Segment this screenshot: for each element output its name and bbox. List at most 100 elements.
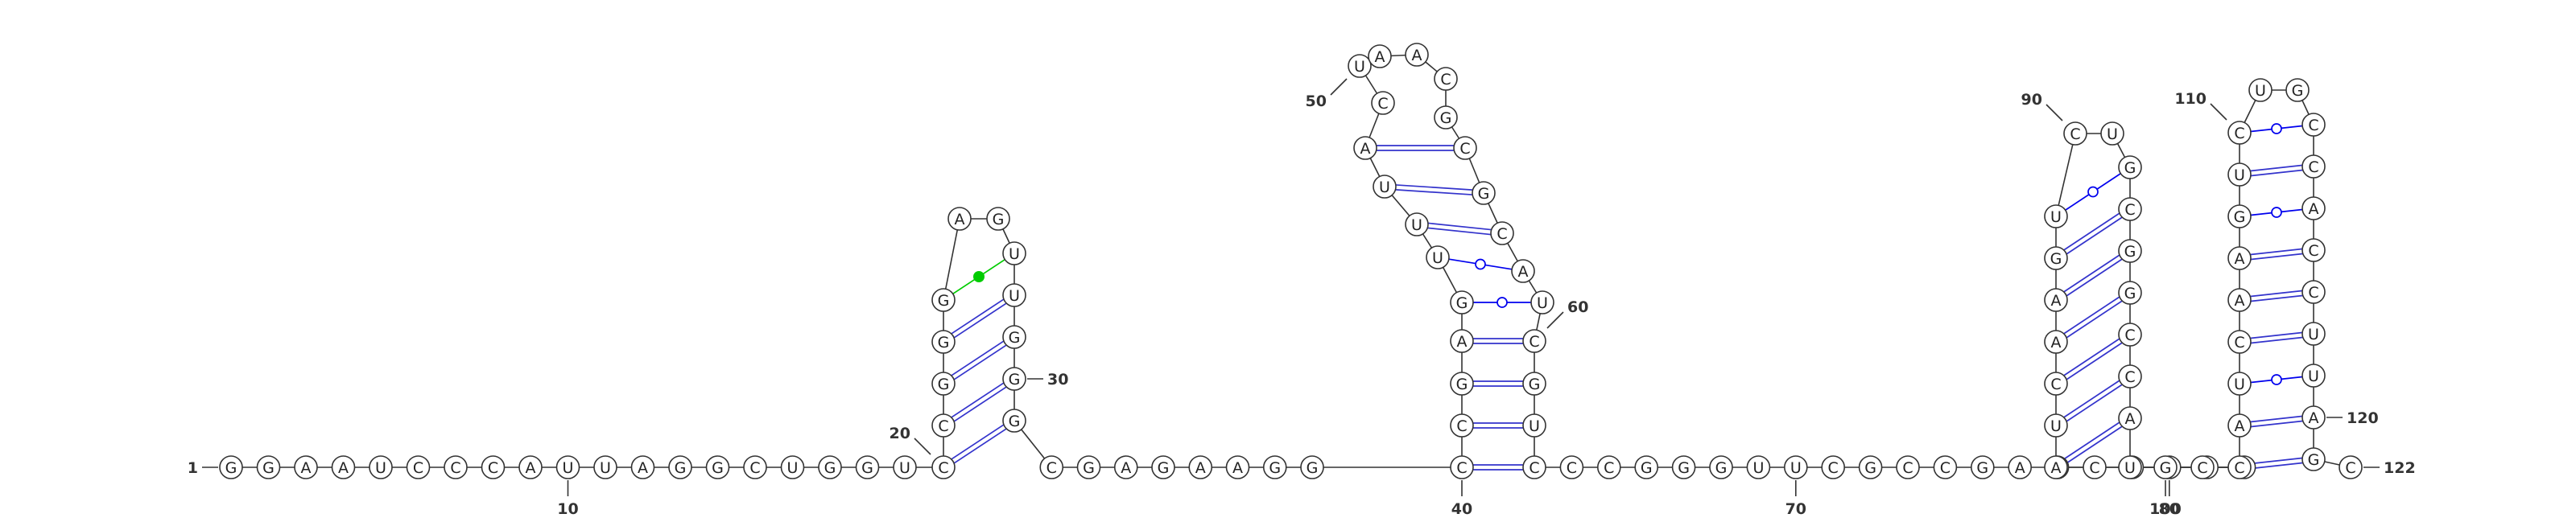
nucleotide-letter: C <box>1529 333 1539 351</box>
nucleotide-circle <box>481 455 506 479</box>
nucleotide: G <box>219 455 243 479</box>
nucleotide-circle <box>1151 455 1175 479</box>
nucleotide-letter: G <box>1678 459 1690 477</box>
canonical-pair-line <box>953 302 1007 339</box>
nucleotide-circle <box>2301 238 2326 262</box>
nucleotide: G <box>1450 372 1474 396</box>
nucleotide-circle <box>1405 212 1429 236</box>
nucleotide-letter: G <box>1307 459 1319 477</box>
nucleotide-letter: A <box>2125 410 2136 428</box>
nucleotide: A <box>2008 455 2032 479</box>
nucleotide-letter: C <box>2308 117 2318 134</box>
nucleotide-letter: C <box>938 417 948 435</box>
position-label: 120 <box>2347 409 2379 427</box>
nucleotide: A <box>2301 196 2326 220</box>
nucleotide-letter: C <box>1459 140 1470 158</box>
nucleotide-letter: C <box>450 459 460 477</box>
nucleotide-letter: C <box>2345 459 2355 477</box>
nucleotide-circle <box>2118 197 2142 221</box>
nucleotide: U <box>2044 413 2068 438</box>
canonical-pair-line <box>2250 290 2302 298</box>
nucleotide: G <box>2285 78 2310 102</box>
nucleotide-circle <box>1450 329 1474 353</box>
nucleotide: G <box>705 455 730 479</box>
position-label: 40 <box>1451 500 1472 518</box>
nucleotide-circle <box>1746 455 1771 479</box>
nucleotide: C <box>444 455 468 479</box>
wobble-pair-marker <box>1475 258 1486 270</box>
position-label: 110 <box>2174 90 2207 108</box>
nucleotide-circle <box>1671 455 1696 479</box>
canonical-pair-line <box>1427 227 1491 236</box>
nucleotide-circle <box>2044 246 2068 270</box>
nucleotide: A <box>2301 405 2326 430</box>
nucleotide: C <box>2301 113 2326 137</box>
nucleotide-letter: G <box>938 334 950 351</box>
nucleotide-letter: A <box>1375 48 1385 66</box>
nucleotide-circle <box>1971 455 1995 479</box>
nucleotide: U <box>893 455 917 479</box>
nucleotide-letter: U <box>899 459 910 477</box>
nucleotide-circle <box>1472 181 1496 205</box>
nucleotide-circle <box>2044 204 2068 228</box>
nucleotide: U <box>555 455 580 479</box>
position-tick <box>2046 104 2063 121</box>
nucleotide-letter: A <box>1195 459 1206 477</box>
position-tick <box>914 438 931 455</box>
nucleotide: C <box>1522 455 1546 479</box>
nucleotide-circle <box>2248 78 2273 102</box>
nucleotide-letter: C <box>1828 459 1839 477</box>
nucleotide-circle <box>2301 322 2326 346</box>
nucleotide-circle <box>931 372 956 396</box>
nucleotide-circle <box>1450 290 1474 314</box>
backbone <box>231 54 2351 468</box>
nucleotide-circle <box>1002 283 1026 307</box>
nucleotide-letter: U <box>1379 179 1390 196</box>
nucleotide: G <box>1971 455 1995 479</box>
canonical-pair-line <box>2251 169 2303 177</box>
nucleotide-letter: G <box>2124 243 2136 261</box>
nucleotide: G <box>2118 155 2142 179</box>
nucleotide: C <box>2083 455 2107 479</box>
nucleotide: C <box>2301 280 2326 304</box>
nucleotide-letter: G <box>861 459 873 477</box>
nucleotide-circle <box>518 455 543 479</box>
nucleotide-letter: C <box>413 459 423 477</box>
nucleotide-letter: C <box>1046 459 1057 477</box>
nucleotide-circle <box>1559 455 1584 479</box>
nucleotide-circle <box>2227 162 2252 187</box>
position-label: 50 <box>1306 92 1327 110</box>
canonical-pair-line <box>2250 331 2302 339</box>
nucleotide: C <box>2227 121 2252 145</box>
nucleotide-letter: A <box>2051 459 2062 477</box>
nucleotide-letter: U <box>1752 459 1764 477</box>
nucleotide-letter: C <box>2234 459 2244 477</box>
nucleotide-circle <box>1434 105 1458 129</box>
nucleotide: G <box>986 207 1010 231</box>
canonical-pair-line <box>951 298 1005 335</box>
nucleotide: G <box>931 330 956 354</box>
nucleotide-letter: C <box>2070 125 2080 143</box>
nucleotide-circle <box>1511 259 1535 283</box>
nucleotide-letter: G <box>2124 159 2136 177</box>
nucleotide-circle <box>1002 241 1026 265</box>
nucleotide-circle <box>2227 204 2252 228</box>
nucleotide: G <box>1300 455 1324 479</box>
nucleotide-circle <box>2227 372 2252 396</box>
nucleotide: G <box>2118 281 2142 305</box>
nucleotide-circle <box>1300 455 1324 479</box>
nucleotide: C <box>2227 330 2252 354</box>
nucleotide: A <box>1450 329 1474 353</box>
canonical-pair-line <box>2063 380 2120 418</box>
nucleotide-circle <box>1113 455 1138 479</box>
nucleotide-letter: U <box>563 459 574 477</box>
nucleotide-letter: C <box>2124 327 2135 344</box>
nucleotide-circle <box>2044 455 2068 479</box>
position-label: 1 <box>188 459 198 477</box>
nucleotide: U <box>369 455 393 479</box>
backbone-segment <box>943 218 960 301</box>
nucleotide-letter: C <box>488 459 498 477</box>
nucleotide-circle <box>2083 455 2107 479</box>
